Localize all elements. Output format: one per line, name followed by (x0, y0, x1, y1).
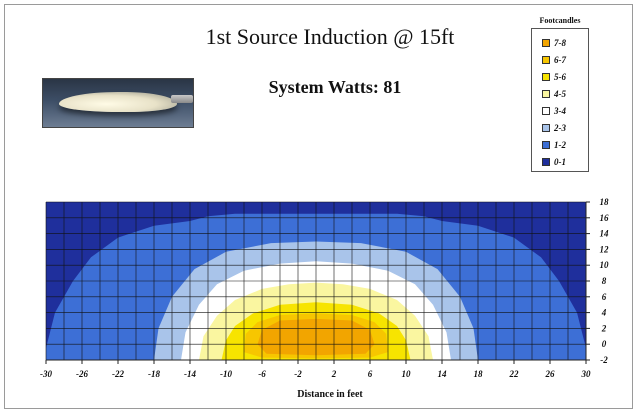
x-tick-label: 2 (331, 369, 337, 379)
x-tick-label: -14 (184, 369, 196, 379)
legend-item-6-7: 6-7 (542, 54, 566, 66)
x-tick-label: 10 (402, 369, 412, 379)
legend-swatch (542, 158, 550, 166)
system-watts-label: System Watts: 81 (268, 77, 402, 97)
y-tick-label: 0 (602, 339, 607, 349)
legend-title: Footcandles (539, 16, 581, 25)
chart-title: 1st Source Induction @ 15ft (205, 24, 455, 49)
y-tick-label: 6 (602, 292, 607, 302)
legend-item-3-4: 3-4 (542, 105, 566, 117)
x-tick-label: 30 (581, 369, 592, 379)
legend-swatch (542, 56, 550, 64)
legend-swatch (542, 124, 550, 132)
y-tick-label: 16 (600, 213, 610, 223)
y-tick-label: -2 (600, 355, 608, 365)
legend-label: 7-8 (554, 38, 566, 48)
x-tick-label: -2 (294, 369, 302, 379)
y-tick-label: 10 (600, 260, 610, 270)
x-tick-label: -6 (258, 369, 266, 379)
legend-swatch (542, 39, 550, 47)
legend-label: 2-3 (554, 123, 566, 133)
legend-item-7-8: 7-8 (542, 37, 566, 49)
legend-label: 0-1 (554, 157, 566, 167)
x-tick-label: 18 (474, 369, 484, 379)
y-tick-label: 4 (601, 308, 607, 318)
x-tick-label: -26 (76, 369, 88, 379)
x-tick-label: -30 (40, 369, 52, 379)
x-axis-label: Distance in feet (297, 389, 363, 400)
legend: 7-8 6-7 5-6 4-5 3-4 2-3 1-2 0-1 (531, 28, 589, 172)
legend-label: 1-2 (554, 140, 566, 150)
legend-label: 4-5 (554, 89, 566, 99)
legend-item-4-5: 4-5 (542, 88, 566, 100)
legend-swatch (542, 73, 550, 81)
legend-label: 5-6 (554, 72, 566, 82)
x-tick-label: 6 (368, 369, 373, 379)
x-tick-label: -18 (148, 369, 160, 379)
legend-label: 3-4 (554, 106, 566, 116)
legend-item-1-2: 1-2 (542, 139, 566, 151)
luminaire-arm-shape (171, 95, 193, 103)
x-tick-label: -22 (112, 369, 124, 379)
y-tick-label: 14 (600, 229, 610, 239)
y-tick-label: 2 (601, 323, 607, 333)
luminaire-lamp-shape (59, 92, 177, 112)
y-tick-label: 8 (602, 276, 607, 286)
y-tick-label: 12 (600, 244, 610, 254)
y-tick-label: 18 (600, 197, 610, 207)
x-tick-label: -10 (220, 369, 232, 379)
legend-swatch (542, 107, 550, 115)
legend-item-5-6: 5-6 (542, 71, 566, 83)
legend-item-0-1: 0-1 (542, 156, 566, 168)
x-tick-label: 14 (438, 369, 448, 379)
legend-label: 6-7 (554, 55, 566, 65)
legend-item-2-3: 2-3 (542, 122, 566, 134)
luminaire-photo (42, 78, 194, 128)
x-tick-label: 22 (509, 369, 520, 379)
x-tick-label: 26 (545, 369, 556, 379)
legend-swatch (542, 90, 550, 98)
grid-lines (45, 201, 587, 361)
legend-swatch (542, 141, 550, 149)
